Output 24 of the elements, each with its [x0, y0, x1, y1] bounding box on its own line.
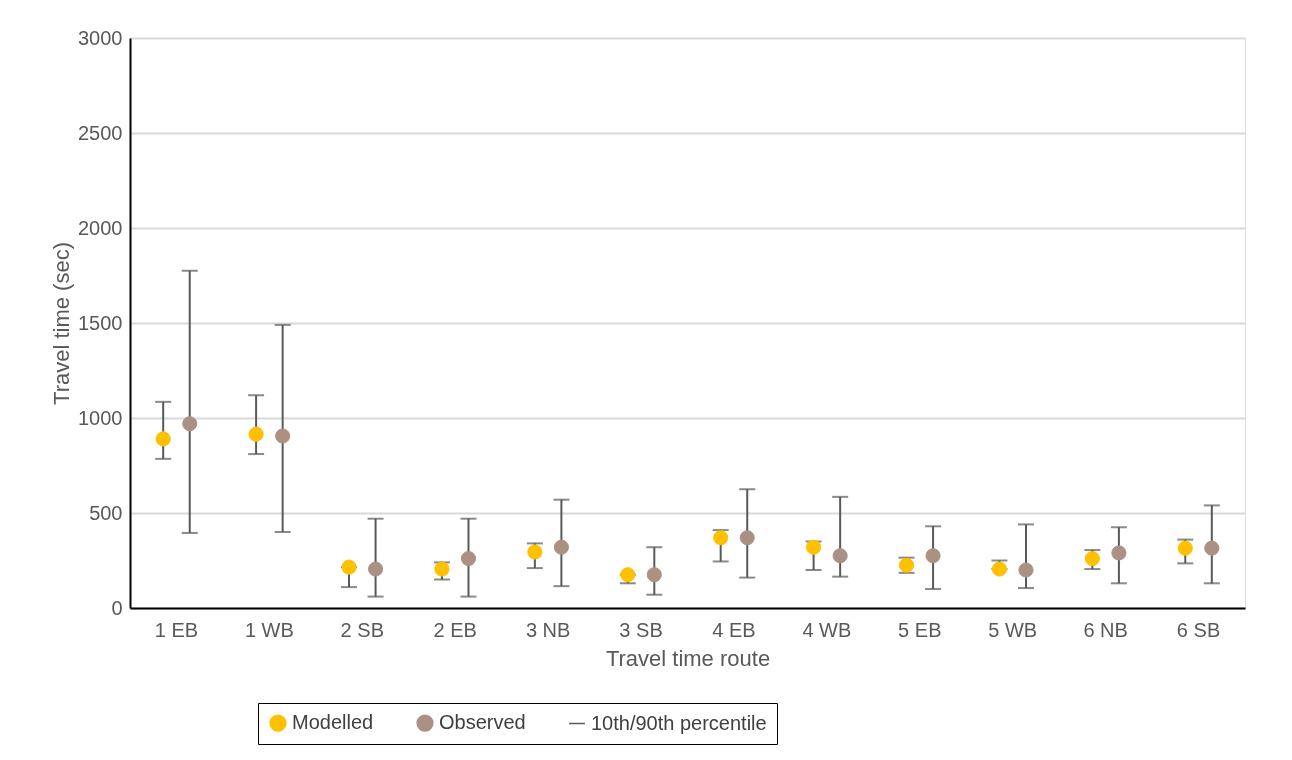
x-tick-label: 4 EB	[712, 618, 756, 641]
y-tick-label: 1500	[78, 311, 123, 334]
y-tick-label: 2000	[78, 216, 123, 239]
x-tick-label: 6 NB	[1083, 618, 1128, 641]
x-tick-label: 3 NB	[525, 618, 571, 641]
y-axis-title: Travel time (sec)	[49, 242, 75, 405]
y-tick-label: 3000	[78, 26, 123, 49]
legend-label: Modelled	[292, 711, 374, 734]
y-tick-label: 0	[111, 596, 123, 619]
x-tick-label: 5 WB	[988, 618, 1038, 641]
legend-label: Observed	[439, 711, 526, 734]
x-tick-label: 4 WB	[802, 618, 852, 641]
x-tick-label: 2 EB	[433, 618, 477, 641]
x-tick-label: 1 WB	[244, 618, 294, 641]
y-tick-label: 1000	[78, 406, 123, 429]
x-axis-title: Travel time route	[605, 645, 771, 671]
x-tick-label: 1 EB	[154, 618, 199, 641]
x-tick-label: 3 SB	[619, 618, 663, 641]
text: 10th/90th percentile	[591, 711, 767, 734]
x-tick-label: 2 SB	[340, 618, 384, 641]
y-tick-label: 500	[89, 501, 123, 524]
y-tick-label: 2500	[78, 121, 123, 144]
x-tick-label: 6 SB	[1176, 618, 1221, 641]
x-tick-label: 5 EB	[898, 618, 942, 641]
